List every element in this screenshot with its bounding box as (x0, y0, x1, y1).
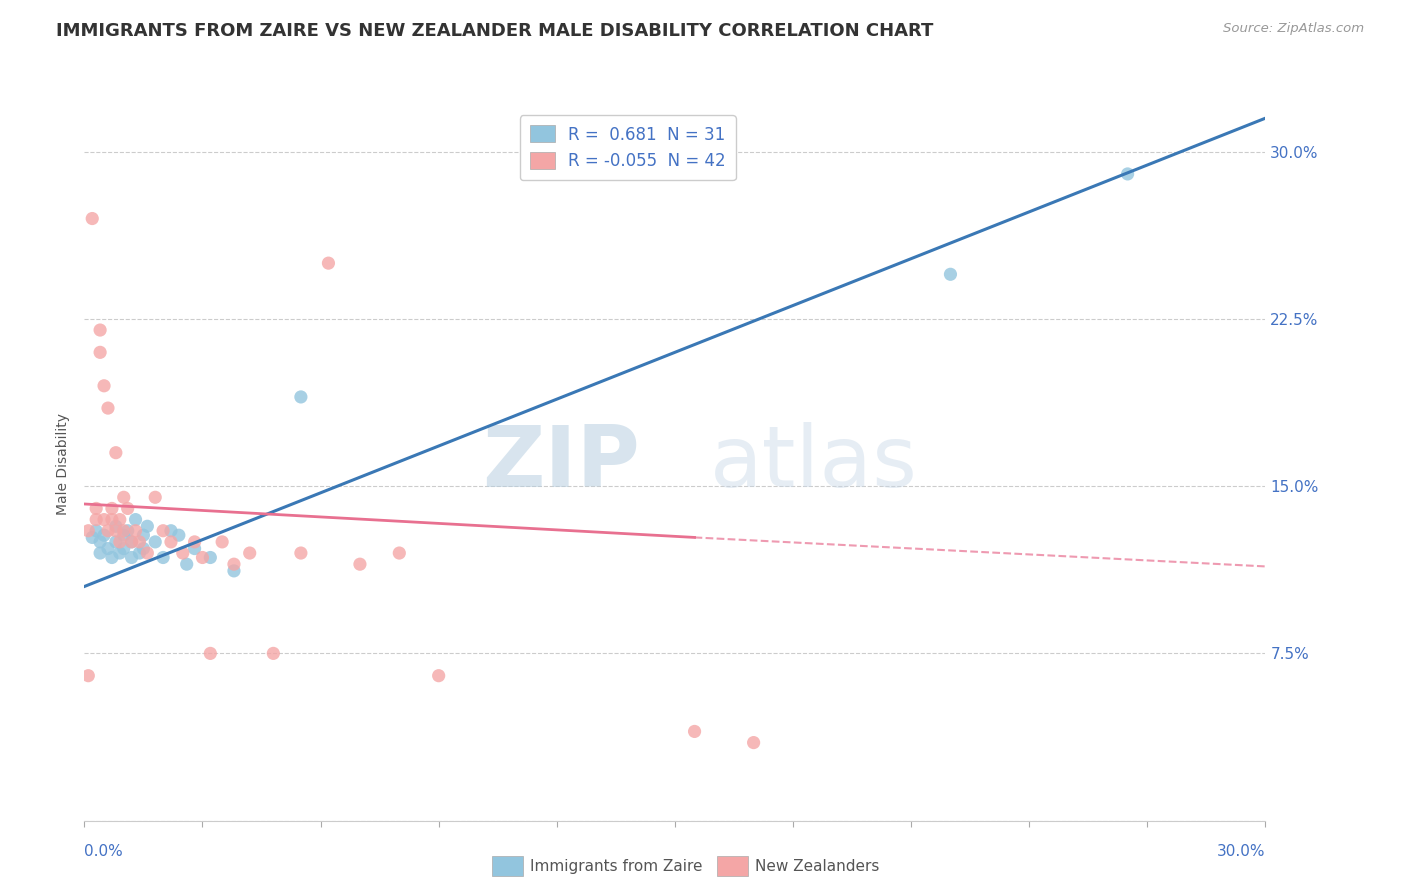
Point (89, 546, 111, 560)
Point (262, 646, 284, 660)
Point (349, 557, 371, 572)
Point (104, 534, 127, 549)
Point (93, 378, 115, 392)
Point (112, 524, 135, 538)
Point (124, 512, 146, 526)
Text: ZIP: ZIP (482, 422, 640, 506)
Legend: R =  0.681  N = 31, R = -0.055  N = 42: R = 0.681 N = 31, R = -0.055 N = 42 (520, 115, 735, 180)
Point (97, 541, 120, 556)
Text: New Zealanders: New Zealanders (755, 859, 879, 873)
Point (89, 534, 111, 549)
Point (167, 528, 190, 542)
Point (143, 491, 166, 505)
Point (222, 564, 245, 578)
Text: Source: ZipAtlas.com: Source: ZipAtlas.com (1223, 22, 1364, 36)
Point (82, 530, 104, 544)
Point (101, 501, 124, 516)
Point (93, 512, 115, 526)
Point (136, 546, 159, 560)
Point (176, 557, 198, 572)
Point (112, 528, 135, 542)
Point (121, 534, 143, 549)
Point (172, 546, 194, 560)
Point (108, 534, 131, 549)
Point (84, 501, 107, 516)
Point (427, 669, 450, 683)
Point (160, 524, 183, 538)
Point (104, 524, 127, 538)
Y-axis label: Male Disability: Male Disability (56, 413, 70, 515)
Point (89, 323, 111, 337)
Point (191, 550, 214, 565)
Text: Immigrants from Zaire: Immigrants from Zaire (530, 859, 703, 873)
Point (84, 512, 107, 526)
Text: 30.0%: 30.0% (1218, 845, 1265, 859)
Point (388, 546, 411, 560)
Point (128, 534, 150, 549)
Point (108, 546, 131, 560)
Point (939, 268, 962, 282)
Point (117, 524, 139, 538)
Point (318, 256, 340, 270)
Point (112, 491, 135, 505)
Point (290, 546, 312, 560)
Point (136, 519, 159, 533)
Point (108, 512, 131, 526)
Point (101, 512, 124, 526)
Point (89, 345, 111, 359)
Point (290, 390, 312, 404)
Point (183, 534, 205, 549)
Point (93, 528, 115, 542)
Point (200, 646, 222, 660)
Point (117, 501, 139, 516)
Point (121, 534, 143, 549)
Point (84, 524, 107, 538)
Point (160, 534, 183, 549)
Point (683, 724, 706, 739)
Point (222, 557, 245, 572)
Point (101, 550, 124, 565)
Point (104, 519, 127, 533)
Point (112, 541, 135, 556)
Point (128, 546, 150, 560)
Point (742, 735, 765, 749)
Point (97, 524, 120, 538)
Point (211, 534, 233, 549)
Point (77, 524, 100, 538)
Point (82, 211, 104, 226)
Point (77, 669, 100, 683)
Point (121, 550, 143, 565)
Point (143, 534, 166, 549)
Point (152, 524, 174, 538)
Point (104, 445, 127, 460)
Point (239, 546, 262, 560)
Point (183, 541, 205, 556)
Text: IMMIGRANTS FROM ZAIRE VS NEW ZEALANDER MALE DISABILITY CORRELATION CHART: IMMIGRANTS FROM ZAIRE VS NEW ZEALANDER M… (56, 22, 934, 40)
Point (200, 550, 222, 565)
Point (152, 550, 174, 565)
Point (1116, 167, 1139, 181)
Point (132, 541, 155, 556)
Text: atlas: atlas (710, 422, 918, 506)
Point (124, 524, 146, 538)
Point (132, 528, 155, 542)
Text: 0.0%: 0.0% (84, 845, 124, 859)
Point (97, 401, 120, 416)
